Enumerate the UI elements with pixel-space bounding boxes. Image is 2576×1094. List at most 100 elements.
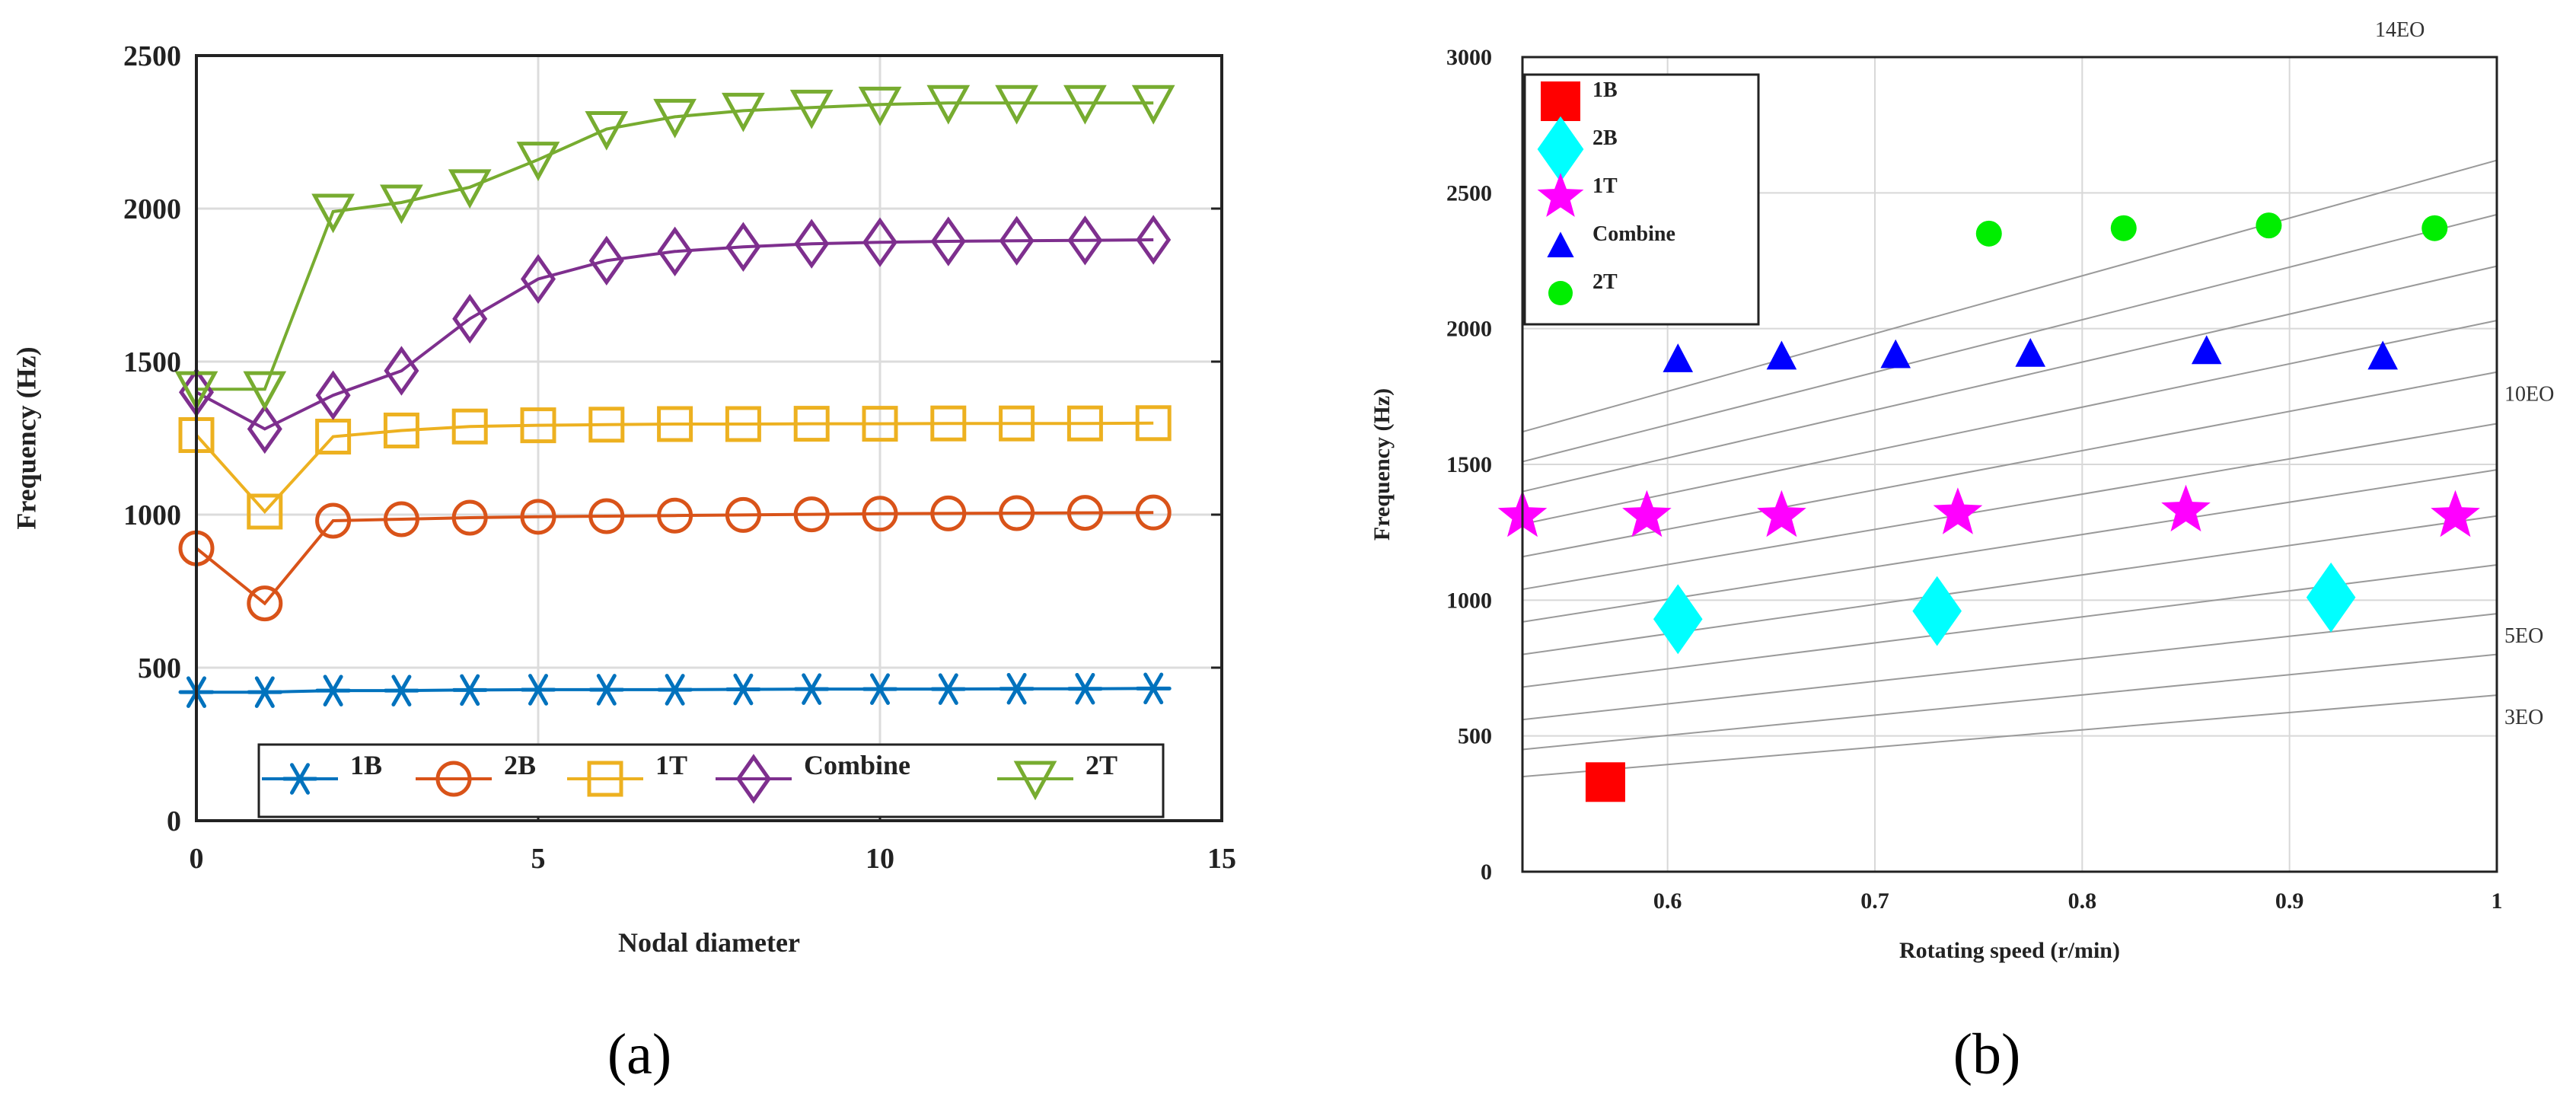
marker-combine-10 <box>862 217 898 267</box>
legend-marker-1b <box>1541 81 1580 121</box>
marker-2b-14 <box>1135 494 1172 531</box>
marker-combine-7 <box>657 226 693 276</box>
marker-2b-12 <box>999 495 1035 531</box>
marker-2t-14 <box>1131 85 1175 125</box>
marker-1b-9 <box>793 673 830 705</box>
marker-combine-1 <box>1766 340 1797 370</box>
legend-label-2b: 2B <box>504 750 536 780</box>
marker-2b-7 <box>657 497 693 534</box>
marker-1b-7 <box>657 674 693 706</box>
marker-2b-10 <box>862 496 898 532</box>
marker-combine-8 <box>725 222 761 272</box>
panel-a-x-axis-label: Nodal diameter <box>618 927 800 958</box>
x-tick-label-0: 0 <box>190 843 204 875</box>
marker-1b-10 <box>862 673 898 705</box>
marker-combine-14 <box>1136 215 1172 265</box>
marker-combine-5 <box>520 254 556 305</box>
marker-2t-4 <box>448 169 492 209</box>
legend-marker-2b <box>435 761 472 797</box>
marker-1t-2 <box>1757 490 1806 537</box>
marker-2b-13 <box>1066 495 1103 531</box>
y-tick-label-1500: 1500 <box>123 346 181 378</box>
marker-2t-10 <box>858 86 902 126</box>
legend-box <box>257 743 1165 818</box>
marker-1t-3 <box>383 412 419 448</box>
marker-combine-11 <box>930 216 966 266</box>
x-tick-label-5: 5 <box>531 843 546 875</box>
y-tick-label-1000: 1000 <box>123 499 181 531</box>
marker-2b-11 <box>930 495 967 531</box>
marker-combine-9 <box>794 218 830 269</box>
marker-combine-2 <box>315 370 351 420</box>
panel-a-series-lines <box>195 101 1154 694</box>
marker-2t-9 <box>789 89 834 129</box>
eo-line-12 <box>1522 265 2498 493</box>
marker-2t-12 <box>995 85 1038 125</box>
marker-1b-5 <box>520 674 556 706</box>
panel-a-markers <box>174 85 1175 708</box>
marker-2b-1 <box>247 585 283 622</box>
marker-2b-9 <box>793 496 830 533</box>
series-line-combine <box>196 238 1154 431</box>
legend-label-1t: 1T <box>655 750 687 780</box>
y-tick-label-1500: 1500 <box>1446 452 1492 477</box>
legend-marker-1t <box>1537 173 1584 217</box>
series-line-2t <box>196 101 1154 391</box>
y-tick-label-0: 0 <box>1481 860 1492 885</box>
panel-a: 0 5 10 15 0 500 1000 1500 2000 2500 Nodal diamete… <box>11 40 1236 1086</box>
marker-2b-5 <box>520 499 556 535</box>
marker-1t-2 <box>315 418 352 455</box>
panel-b-legend: 1B 2B 1T Combine 2T <box>1523 73 1760 326</box>
marker-combine-3 <box>2015 337 2046 367</box>
marker-2b-4 <box>451 499 488 536</box>
marker-2b-2 <box>315 502 352 539</box>
marker-2t-13 <box>1063 85 1107 125</box>
marker-2t-11 <box>926 85 971 125</box>
marker-1t-1 <box>1622 490 1672 537</box>
marker-combine-0 <box>1663 343 1694 372</box>
y-tick-label-2500: 2500 <box>123 40 181 72</box>
marker-2t-6 <box>585 110 629 151</box>
legend-marker-2b <box>1537 116 1584 183</box>
series-line-1t <box>195 421 1154 514</box>
marker-2b-2 <box>2306 562 2356 633</box>
legend-label-2t: 2T <box>1592 270 1618 294</box>
marker-1t-6 <box>588 407 625 443</box>
marker-combine-2 <box>1880 339 1911 368</box>
marker-2t-8 <box>722 92 765 132</box>
marker-combine-6 <box>588 235 624 286</box>
eo-line-13 <box>1522 213 2498 463</box>
eo-line-4 <box>1522 653 2498 751</box>
panel-b-markers <box>1497 212 2480 802</box>
panel-a-axes-frame <box>195 54 1223 822</box>
marker-1t-4 <box>2161 484 2211 532</box>
eo-label-10eo: 10EO <box>2504 383 2554 407</box>
y-tick-label-500: 500 <box>1458 724 1492 749</box>
marker-2t-1 <box>2110 215 2137 241</box>
marker-2b-1 <box>1912 576 1962 646</box>
marker-2b-0 <box>1653 584 1703 655</box>
x-tick-label-0-7: 0.7 <box>1860 888 1889 914</box>
eo-line-11 <box>1522 319 2498 525</box>
marker-2t-7 <box>653 98 697 139</box>
panel-a-legend: 1B 2B 1T Combine 2T <box>257 743 1165 818</box>
marker-combine-12 <box>999 215 1035 266</box>
marker-1t-4 <box>451 408 488 445</box>
x-tick-label-15: 15 <box>1207 843 1236 875</box>
eo-line-14 <box>1522 159 2498 433</box>
marker-combine-1 <box>247 403 282 455</box>
marker-combine-4 <box>452 294 488 344</box>
marker-1t-8 <box>725 406 761 442</box>
x-tick-label-10: 10 <box>866 843 894 875</box>
panel-a-y-axis-label: Frequency (Hz) <box>11 346 41 529</box>
series-line-2b <box>195 511 1154 606</box>
marker-1t-7 <box>657 406 693 442</box>
legend-marker-2t <box>1013 761 1057 801</box>
legend-marker-2t <box>1548 281 1573 305</box>
legend-marker-combine <box>1547 231 1574 257</box>
y-tick-label-3000: 3000 <box>1446 45 1492 70</box>
y-tick-label-2000: 2000 <box>1446 317 1492 342</box>
panel-a-tick-labels: 0 5 10 15 0 500 1000 1500 2000 2500 <box>123 40 1236 875</box>
panel-b-axes-frame <box>1521 56 2498 873</box>
legend-label-1t: 1T <box>1592 174 1618 198</box>
